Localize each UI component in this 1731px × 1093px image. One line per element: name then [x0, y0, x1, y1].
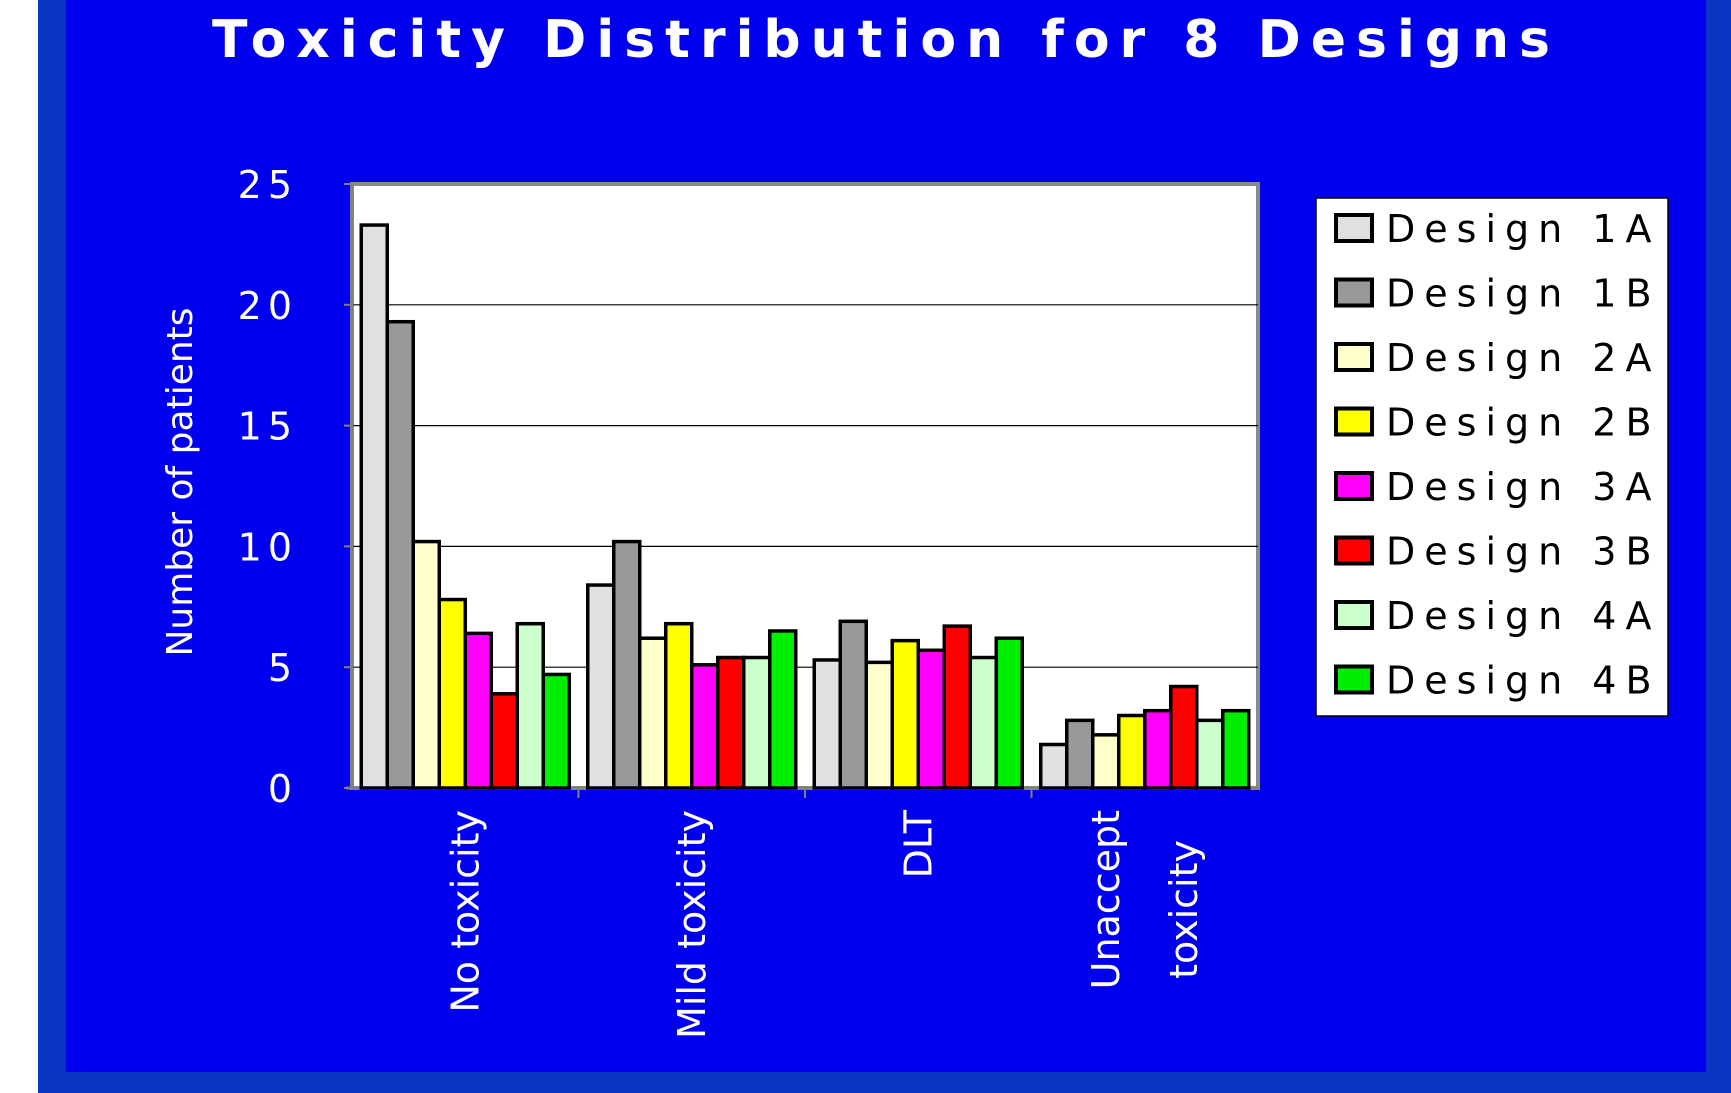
bar-design-3a-dlt: [916, 648, 946, 790]
legend-swatch: [1334, 277, 1374, 308]
legend-label: Design 3A: [1386, 465, 1660, 509]
x-tick-label: Mild toxicity: [670, 810, 714, 1039]
bar-design-4a-dlt: [968, 655, 998, 790]
x-tick-labels: No toxicity Mild toxicity DLT Unaccept toxic…: [443, 809, 1206, 1039]
y-tick-labels: 0 5 10 15 20 25: [238, 163, 352, 811]
y-tick-label: 10: [238, 525, 298, 569]
legend-swatch: [1334, 664, 1374, 695]
bar-design-4a-mild-toxicity: [742, 655, 772, 790]
y-tick-label: 20: [238, 284, 298, 328]
bar-design-2b-mild-toxicity: [664, 621, 694, 790]
bar-design-1a-dlt: [812, 658, 842, 790]
legend-label: Design 4B: [1386, 659, 1661, 703]
legend-label: Design 2B: [1386, 401, 1661, 445]
bar-design-3a-unaccept-toxicity: [1143, 708, 1173, 790]
bar-design-4b-unaccept-toxicity: [1221, 708, 1251, 790]
bar-design-1b-no-toxicity: [385, 319, 415, 790]
bar-design-4b-no-toxicity: [541, 672, 571, 790]
x-tick-label: Unaccept: [1084, 810, 1128, 989]
legend-box: [1315, 197, 1669, 717]
legend-label: Design 3B: [1386, 530, 1661, 574]
bar-design-3b-unaccept-toxicity: [1169, 684, 1199, 790]
bars: [359, 223, 1251, 798]
y-axis-label: Number of patients: [160, 307, 201, 656]
legend-label: Design 1B: [1386, 272, 1661, 316]
bar-design-1b-mild-toxicity: [612, 539, 642, 790]
bar-design-4a-unaccept-toxicity: [1195, 718, 1225, 790]
legend: Design 1A Design 1B Design 2A Design 2B Desi…: [1315, 197, 1669, 717]
bar-design-1b-dlt: [838, 619, 868, 790]
legend-swatch: [1334, 471, 1374, 501]
y-tick-label: 25: [238, 163, 298, 207]
x-tick-label: No toxicity: [443, 810, 487, 1013]
plot-area: [350, 182, 1260, 790]
legend-label: Design 4A: [1386, 594, 1660, 638]
bar-design-1a-unaccept-toxicity: [1039, 742, 1069, 790]
chart-title: Toxicity Distribution for 8 Designs: [212, 10, 1560, 70]
legend-swatch: [1334, 213, 1374, 243]
y-tick-label: 0: [268, 767, 298, 811]
legend-swatch: [1334, 535, 1374, 566]
bar-design-2a-no-toxicity: [411, 539, 441, 790]
x-tick-label: DLT: [896, 809, 940, 878]
bar-design-4b-mild-toxicity: [768, 629, 798, 790]
bar-design-4a-no-toxicity: [515, 621, 545, 790]
bar-design-2a-mild-toxicity: [638, 636, 668, 790]
plot-area-group: [346, 182, 1260, 790]
bar-design-2b-unaccept-toxicity: [1117, 713, 1147, 790]
x-tick-label: toxicity: [1162, 840, 1206, 979]
legend-label: Design 1A: [1386, 207, 1660, 251]
y-tick-label: 5: [268, 646, 298, 690]
bar-design-2a-dlt: [864, 660, 894, 790]
bar-design-1a-no-toxicity: [359, 223, 389, 790]
bar-design-3b-no-toxicity: [489, 692, 519, 790]
bar-design-2b-no-toxicity: [437, 597, 467, 790]
legend-swatch: [1334, 406, 1374, 437]
bar-design-3a-mild-toxicity: [690, 663, 720, 790]
bar-design-2a-unaccept-toxicity: [1091, 733, 1121, 790]
bar-design-3b-mild-toxicity: [716, 655, 746, 790]
legend-swatch: [1334, 600, 1374, 630]
y-tick-label: 15: [238, 405, 298, 449]
bar-design-3a-no-toxicity: [463, 631, 493, 790]
bar-design-3b-dlt: [942, 624, 972, 790]
bar-design-1a-mild-toxicity: [586, 583, 616, 790]
legend-swatch: [1334, 342, 1374, 372]
bar-design-4b-dlt: [994, 636, 1024, 790]
legend-label: Design 2A: [1386, 336, 1660, 380]
bar-design-2b-dlt: [890, 638, 920, 790]
bar-design-1b-unaccept-toxicity: [1065, 718, 1095, 790]
